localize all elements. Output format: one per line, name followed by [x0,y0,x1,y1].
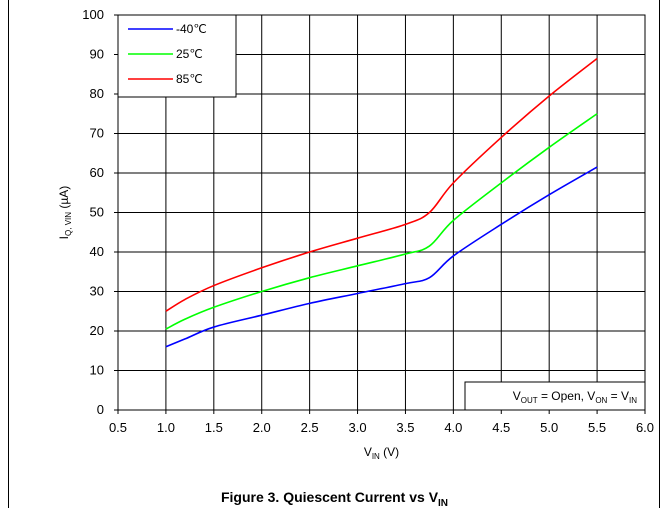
x-tick-label: 2.0 [253,420,271,435]
x-tick-label: 4.5 [492,420,510,435]
x-tick-label: 0.5 [109,420,127,435]
y-axis-ticks: 0 10 20 30 40 50 60 70 80 90 100 [82,7,118,417]
y-tick-label: 20 [90,323,104,338]
conditions-annotation: VOUT = Open, VON = VIN [464,381,646,411]
y-tick-label: 60 [90,165,104,180]
grid [117,14,646,411]
x-axis-ticks: 0.5 1.0 1.5 2.0 2.5 3.0 3.5 4.0 4.5 5.0 5.5 6.0 [109,410,654,435]
x-axis-label: VIN (V) [364,445,399,461]
legend-label: -40℃ [176,22,207,36]
series-line-1 [165,113,598,330]
y-axis-label: IQ, VIN (µA) [57,186,73,240]
x-tick-label: 6.0 [636,420,654,435]
series-line-2 [165,57,598,312]
series-line-0 [165,166,598,348]
page-border [8,0,660,508]
y-tick-label: 70 [90,126,104,141]
y-tick-label: 90 [90,47,104,62]
y-tick-label: 100 [82,7,104,22]
legend: -40℃ 25℃ 85℃ [117,14,237,98]
figure-caption: Figure 3. Quiescent Current vs VIN [220,489,449,509]
x-tick-label: 5.5 [588,420,606,435]
y-tick-label: 50 [90,205,104,220]
y-tick-label: 30 [90,284,104,299]
line-chart: 0.5 1.0 1.5 2.0 2.5 3.0 3.5 4.0 4.5 5.0 5.5 6.0 0 10… [57,7,654,461]
x-tick-label: 3.5 [396,420,414,435]
x-tick-label: 2.5 [301,420,319,435]
legend-label: 85℃ [176,72,203,86]
legend-label: 25℃ [176,47,203,61]
series-layer [165,57,598,348]
x-tick-label: 4.0 [444,420,462,435]
y-tick-label: 10 [90,363,104,378]
x-tick-label: 5.0 [540,420,558,435]
y-tick-label: 80 [90,86,104,101]
x-tick-label: 3.0 [349,420,367,435]
x-tick-label: 1.5 [205,420,223,435]
y-tick-label: 0 [97,402,104,417]
y-tick-label: 40 [90,244,104,259]
svg-text:VOUT = Open, VON = VIN: VOUT = Open, VON = VIN [513,389,638,405]
x-tick-label: 1.0 [157,420,175,435]
